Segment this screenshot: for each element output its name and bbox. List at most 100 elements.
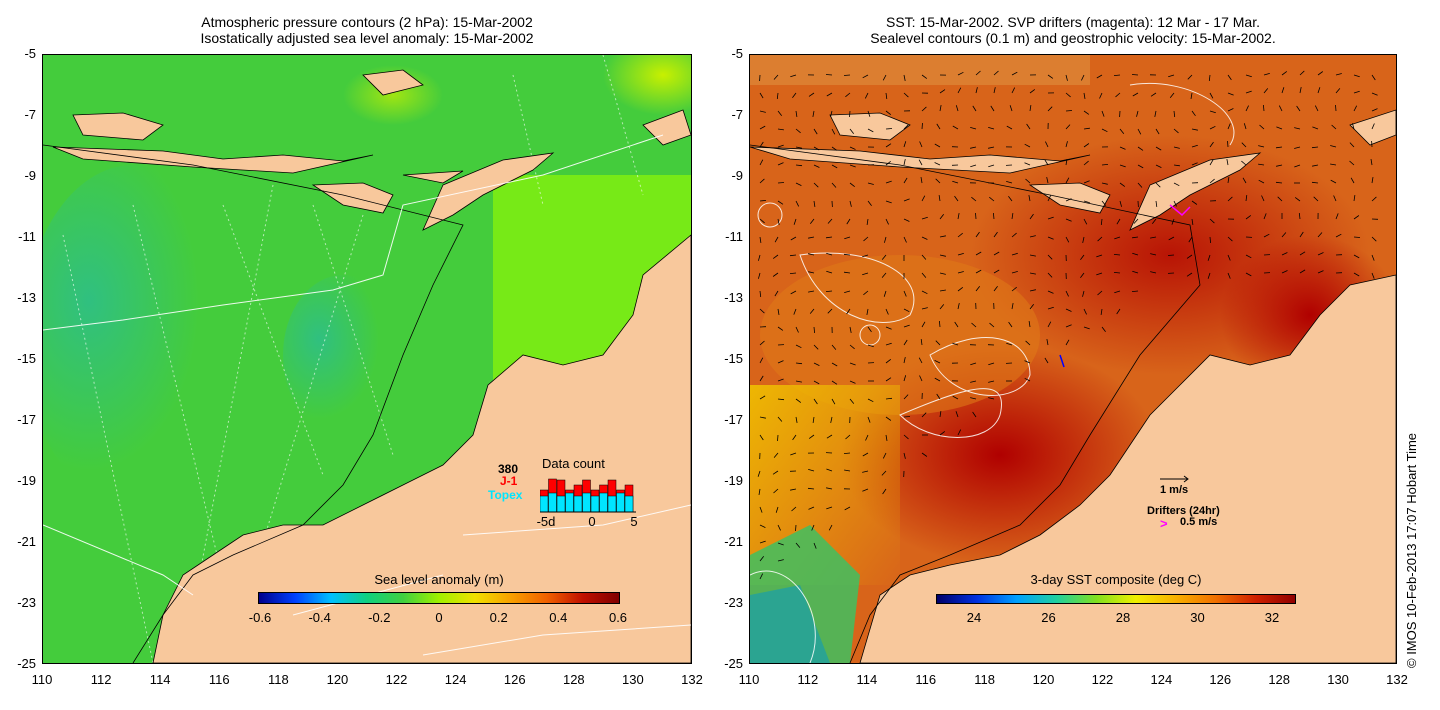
velocity-arrow: [1047, 216, 1054, 220]
velocity-arrow: [1047, 306, 1054, 310]
x-tick-right: 120: [1032, 672, 1055, 687]
velocity-arrow: [1312, 126, 1319, 130]
velocity-arrow: [1113, 272, 1121, 274]
velocity-arrow: [1245, 254, 1252, 259]
y-tick-right: -17: [724, 412, 743, 427]
velocity-arrow: [1353, 272, 1360, 277]
velocity-arrow: [831, 182, 837, 188]
velocity-arrow: [758, 254, 761, 261]
velocity-arrow: [759, 236, 762, 243]
sst-colorbar-tick: 28: [1115, 610, 1131, 625]
velocity-arrow: [1011, 232, 1017, 238]
velocity-arrow: [849, 362, 856, 366]
velocity-arrow: [1209, 159, 1214, 166]
y-tick-left: -19: [17, 473, 36, 488]
velocity-arrow: [759, 110, 766, 113]
velocity-arrow: [777, 110, 783, 116]
velocity-arrow: [1114, 290, 1121, 294]
velocity-arrow: [1188, 236, 1193, 243]
velocity-arrow: [939, 235, 946, 238]
velocity-arrow: [952, 342, 959, 346]
velocity-scale-arrow: [1160, 475, 1189, 483]
velocity-arrow: [903, 236, 907, 243]
velocity-arrow: [795, 416, 798, 423]
data-count-histogram: [540, 478, 636, 513]
velocity-arrow: [970, 146, 977, 149]
velocity-arrow: [957, 87, 962, 94]
velocity-arrow: [1245, 195, 1248, 202]
velocity-arrow: [1029, 289, 1036, 292]
histogram-bar-mission2: [548, 492, 557, 513]
velocity-arrow: [1245, 90, 1252, 94]
velocity-arrow: [1349, 142, 1355, 148]
velocity-arrow: [777, 308, 780, 315]
velocity-arrow: [993, 70, 999, 76]
velocity-arrow: [989, 196, 995, 202]
velocity-arrow: [759, 218, 765, 224]
velocity-arrow: [903, 308, 910, 313]
velocity-arrow: [1119, 164, 1126, 168]
velocity-arrow: [813, 362, 820, 366]
velocity-arrow: [990, 105, 995, 112]
velocity-arrow: [1333, 195, 1337, 202]
velocity-arrow: [1080, 254, 1085, 261]
velocity-arrow: [1173, 146, 1180, 149]
x-tick-right: 128: [1268, 672, 1291, 687]
velocity-arrow: [1114, 236, 1121, 240]
y-tick-left: -17: [17, 412, 36, 427]
velocity-arrow: [828, 524, 833, 531]
x-tick-left: 114: [149, 672, 171, 687]
velocity-arrow: [993, 231, 998, 238]
velocity-arrow: [862, 272, 869, 276]
inset-x-tick: -5d: [536, 514, 556, 529]
velocity-arrow: [1047, 321, 1052, 328]
velocity-arrow: [775, 506, 779, 513]
velocity-arrow: [1101, 110, 1105, 117]
velocity-arrow: [1083, 180, 1090, 184]
velocity-arrow: [1080, 272, 1085, 279]
histogram-bar-mission2: [573, 495, 583, 513]
velocity-arrow: [758, 272, 761, 279]
velocity-arrow: [952, 180, 959, 184]
velocity-arrow: [1294, 164, 1301, 168]
velocity-arrow: [1353, 195, 1356, 202]
velocity-arrow: [970, 362, 977, 366]
velocity-arrow: [1029, 272, 1036, 275]
velocity-arrow: [759, 540, 766, 544]
sst-colorbar: [936, 594, 1296, 604]
velocity-arrow: [972, 105, 977, 112]
velocity-arrow: [862, 470, 869, 473]
velocity-arrow: [1171, 218, 1175, 225]
velocity-arrow: [812, 110, 815, 117]
velocity-arrow: [1314, 105, 1319, 112]
velocity-arrow: [1119, 182, 1126, 187]
velocity-arrow: [792, 92, 797, 99]
velocity-arrow: [1335, 213, 1339, 220]
velocity-arrow: [843, 253, 851, 256]
velocity-arrow: [1081, 74, 1085, 81]
velocity-arrow: [795, 164, 803, 167]
velocity-arrow: [777, 218, 780, 225]
velocity-arrow: [1083, 92, 1086, 99]
velocity-arrow: [1317, 87, 1321, 94]
y-tick-left: -5: [24, 46, 36, 61]
velocity-arrow: [808, 271, 815, 274]
velocity-arrow: [849, 326, 852, 333]
velocity-arrow: [790, 290, 797, 295]
velocity-arrow: [1227, 74, 1232, 81]
velocity-arrow: [1097, 236, 1103, 242]
velocity-arrow: [921, 412, 927, 418]
velocity-arrow: [1263, 88, 1269, 94]
velocity-arrow: [1101, 200, 1107, 206]
velocity-arrow: [1029, 213, 1034, 220]
velocity-arrow: [1065, 308, 1072, 312]
velocity-arrow: [903, 357, 906, 364]
velocity-arrow: [1191, 200, 1198, 205]
velocity-arrow: [793, 308, 797, 315]
histogram-bar-mission2: [540, 495, 549, 513]
velocity-arrow: [1029, 105, 1032, 112]
velocity-arrow: [1065, 339, 1070, 346]
velocity-arrow: [881, 470, 887, 476]
velocity-arrow: [1008, 195, 1013, 202]
velocity-arrow: [826, 506, 833, 510]
